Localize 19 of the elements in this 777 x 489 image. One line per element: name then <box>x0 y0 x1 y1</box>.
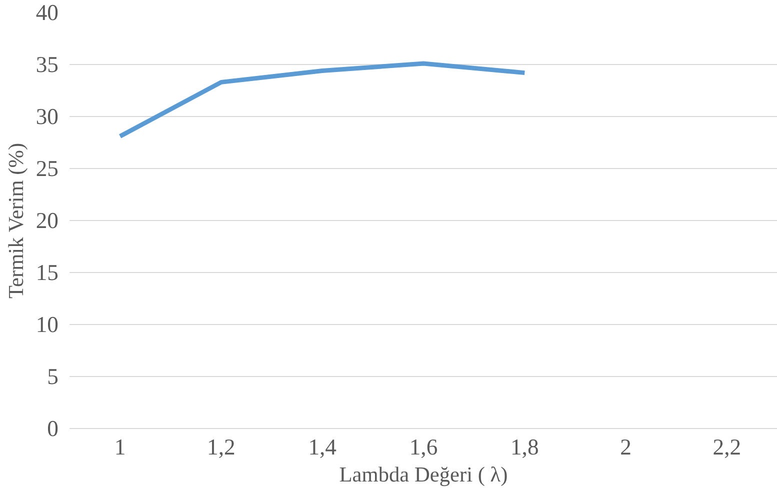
x-tick-label: 1,6 <box>409 434 438 460</box>
line-series <box>118 61 527 139</box>
y-tick-label: 15 <box>36 260 58 285</box>
y-axis-title: Termik Verim (%) <box>4 142 28 299</box>
y-tick-label: 25 <box>36 156 58 181</box>
x-tick-label: 1,4 <box>308 434 337 460</box>
x-tick-label: 1 <box>114 434 126 460</box>
y-tick-label: 0 <box>47 416 58 441</box>
y-tick-label: 10 <box>36 312 58 337</box>
y-tick-label: 40 <box>36 0 58 25</box>
y-tick-label: 5 <box>47 364 58 389</box>
x-tick-label: 2 <box>620 434 632 460</box>
x-axis-title: Lambda Değeri ( λ) <box>339 462 508 486</box>
x-tick-label: 1,8 <box>510 434 539 460</box>
y-tick-label: 30 <box>36 104 58 129</box>
y-tick-label: 35 <box>36 52 58 77</box>
x-tick-label: 1,2 <box>207 434 236 460</box>
y-tick-label: 20 <box>36 208 58 233</box>
x-tick-label: 2,2 <box>712 434 742 460</box>
